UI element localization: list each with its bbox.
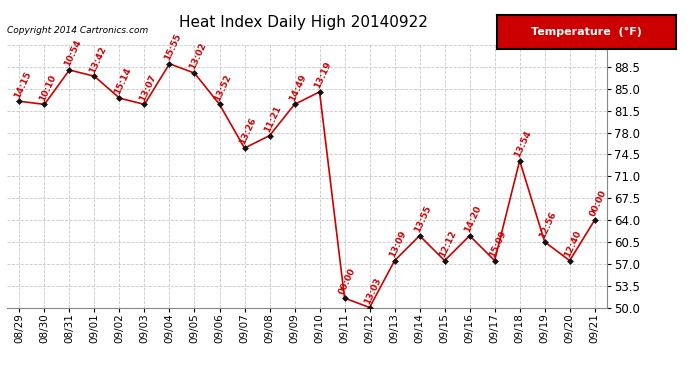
- Text: 13:52: 13:52: [213, 73, 233, 102]
- Text: 13:55: 13:55: [413, 204, 433, 234]
- Text: 12:40: 12:40: [563, 229, 583, 259]
- Text: 11:21: 11:21: [263, 104, 283, 134]
- Text: 12:12: 12:12: [437, 229, 458, 259]
- Text: 14:20: 14:20: [463, 204, 483, 234]
- Text: 13:02: 13:02: [188, 42, 208, 71]
- Text: 00:00: 00:00: [588, 189, 608, 218]
- Text: 13:07: 13:07: [137, 73, 158, 102]
- Text: 13:26: 13:26: [237, 117, 258, 146]
- Text: 13:42: 13:42: [88, 45, 108, 74]
- Text: 10:10: 10:10: [37, 73, 58, 102]
- Text: 15:14: 15:14: [112, 66, 133, 96]
- Text: 13:09: 13:09: [388, 229, 408, 259]
- Text: 14:49: 14:49: [288, 72, 308, 102]
- Text: Copyright 2014 Cartronics.com: Copyright 2014 Cartronics.com: [7, 26, 148, 34]
- Text: 15:55: 15:55: [163, 32, 183, 62]
- Text: 12:56: 12:56: [538, 210, 558, 240]
- Text: 00:00: 00:00: [337, 267, 357, 296]
- Text: Temperature  (°F): Temperature (°F): [531, 27, 642, 37]
- Text: 13:19: 13:19: [313, 60, 333, 90]
- Text: 15:09: 15:09: [488, 229, 508, 259]
- Text: Heat Index Daily High 20140922: Heat Index Daily High 20140922: [179, 15, 428, 30]
- Text: 13:54: 13:54: [513, 129, 533, 159]
- Text: 14:15: 14:15: [12, 69, 33, 99]
- Text: 13:03: 13:03: [363, 276, 383, 306]
- Text: 10:54: 10:54: [63, 38, 83, 68]
